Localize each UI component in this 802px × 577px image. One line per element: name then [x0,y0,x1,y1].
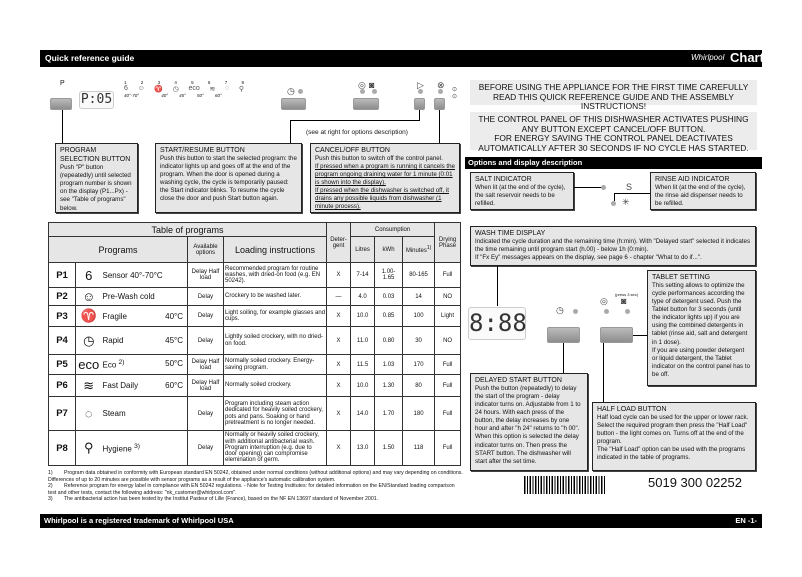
program-name: Fragile 40°C [101,305,188,327]
rapid-clock-icon: ◷ [75,326,102,355]
barcode [524,476,606,494]
first-use-notice: BEFORE USING THE APPLIANCE FOR THE FIRST… [470,80,757,111]
program-id: P8 [48,430,76,466]
program-options: Delay [187,326,224,355]
sensor-6th-icon: 6 [75,262,102,288]
program-id: P3 [48,305,76,327]
eco-icon: eco [75,354,102,375]
program-name: Steam [101,396,188,431]
rinse-aid-icon: ✳ [622,197,630,207]
footnotes: 1) Program data obtained in conformity wi… [48,470,463,502]
table-row: P3 ♈ Fragile 40°C Delay Light soiling, fo… [48,305,462,327]
program-selection-callout: PROGRAM SELECTION BUTTON Push "P" button … [55,143,138,213]
programs-table: Table of programs Deter-gent Consumption Dr… [47,222,462,466]
tablet-half-load-button[interactable] [353,98,379,110]
press-3sec-note: (press 3 sec) [615,292,639,297]
fast-daily-icon: ≋ [75,374,102,397]
table-row: P2 ☺ Pre-Wash cold Delay Crockery to be … [48,287,462,306]
hygiene-icon: ⚲ [75,430,102,466]
whirlpool-logo: Whirlpool [691,53,725,62]
loading-instructions: Recommended program for routine washes, … [222,262,328,288]
half-load-callout: HALF LOAD BUTTON Half load cycle can be u… [592,402,756,471]
tablet-half-load-option-button[interactable] [600,327,633,343]
p-label: P [60,80,65,87]
table-row: P6 ≋ Fast Daily 60°C Delay Half load Norm… [48,374,462,397]
delay-icon: ◷ [287,86,295,96]
program-id: P4 [48,326,76,355]
control-panel-notice: THE CONTROL PANEL OF THIS DISHWASHER ACT… [470,112,757,153]
table-row: P8 ⚲ Hygiene 3) Delay Normally or heavil… [48,430,462,466]
loading-instructions: Program including steam action dedicated… [222,396,328,431]
program-name: Hygiene 3) [101,430,188,466]
options-title: Options and display description [465,157,762,169]
program-name: Sensor 40°-70°C [101,262,188,288]
loading-instructions: Light soiling, for example glasses and c… [222,305,328,327]
program-id: P1 [48,262,76,288]
cancel-off-callout: CANCEL/OFF BUTTON Push this button to swi… [310,143,460,213]
salt-rinse-indicators: ⊙ ⊙ [452,87,458,100]
program-options: Delay Half load [187,262,224,288]
loading-instructions: Lightly soiled crockery, with no dried-o… [222,326,328,355]
glasses-icon: ♈ [75,305,102,327]
delayed-start-callout: DELAYED START BUTTON Push the button (rep… [470,373,588,471]
prewash-icon: ☺ [75,287,102,306]
table-row: P4 ◷ Rapid 45°C Delay Lightly soiled croc… [48,326,462,355]
program-options: Delay [187,396,224,431]
cancel-button[interactable] [434,98,445,110]
tablet-icon: ◎ [358,80,366,90]
start-button[interactable] [414,98,425,110]
program-options: Delay Half load [187,374,224,397]
barcode-number: 5019 300 02252 [648,475,742,490]
page-title: Quick reference guide [45,53,135,63]
program-name: Pre-Wash cold [101,287,188,306]
table-row: P5 eco Eco 2) 50°C Delay Half load Normal… [48,354,462,375]
program-options: Delay [187,305,224,327]
delay-start-icon: ◷ [556,305,564,315]
chart-label: Chart [730,50,764,65]
program-icons: 6 ☺ ♈ ◷ eco ≋ ◌ ⚲ [124,85,244,93]
program-button[interactable] [50,98,72,110]
program-name: Eco 2) 50°C [101,354,188,375]
salt-icon: S [626,182,633,192]
salt-indicator-callout: SALT INDICATOR When lit (at the end of th… [470,172,574,210]
loading-instructions: Normally or heavily soiled crockery, wit… [222,430,328,466]
wash-time-callout: WASH TIME DISPLAY Indicated the cycle dur… [470,226,756,266]
trademark-text: Whirlpool is a registered trademark of W… [44,516,234,525]
wash-time-display: 8:88 [468,307,527,340]
table-row: P7 ◌ Steam Delay Program including steam… [48,396,462,431]
program-id: P6 [48,374,76,397]
loading-instructions: Crockery to be washed later. [222,287,328,306]
start-resume-callout: START/RESUME BUTTON Push this button to s… [155,143,302,213]
table-row: P1 6 Sensor 40°-70°C Delay Half load Rec… [48,262,462,288]
delayed-start-button[interactable] [547,327,580,343]
loading-instructions: Normally soiled crockery. [222,374,328,397]
program-options: Delay [187,430,224,466]
tablet-setting-icon: ◎ [600,296,608,306]
footer-bar: Whirlpool is a registered trademark of W… [40,514,762,528]
program-options: Delay Half load [187,354,224,375]
header-bar: Quick reference guide Whirlpool Chart [40,50,764,67]
loading-instructions: Normally soiled crockery. Energy-saving … [222,354,328,375]
program-id: P7 [48,396,76,431]
delay-button[interactable] [281,98,306,110]
program-name: Fast Daily 60°C [101,374,188,397]
start-icon: ▷ [417,80,424,90]
see-right-note: (see at right for options description) [306,129,408,136]
page-number: EN -1- [735,516,757,525]
steam-icon: ◌ [75,396,102,431]
half-load-option-icon: ◙ [621,296,627,306]
table-title: Table of programs [47,222,328,237]
program-id: P2 [48,287,76,306]
cancel-icon: ⊗ [437,80,445,90]
program-display: P:05 [79,91,114,109]
rinse-aid-callout: RINSE AID INDICATOR When lit (at the end … [650,172,756,210]
tablet-setting-callout: TABLET SETTING This setting allows to opt… [647,270,756,386]
program-options: Delay [187,287,224,306]
half-load-icon: ◙ [369,80,375,90]
program-id: P5 [48,354,76,375]
program-name: Rapid 45°C [101,326,188,355]
